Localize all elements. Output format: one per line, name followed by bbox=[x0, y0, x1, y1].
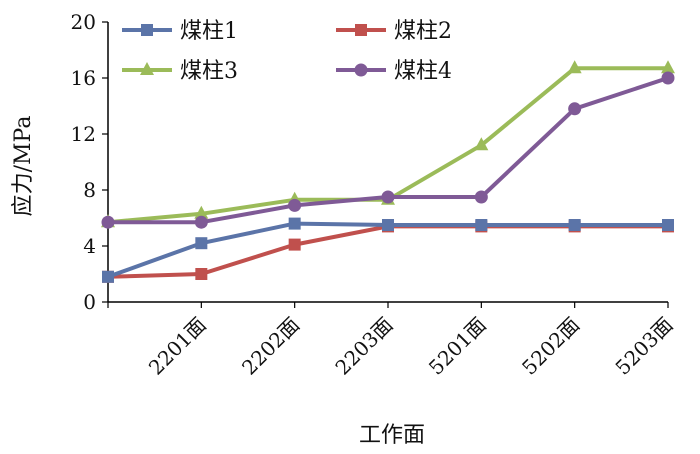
data-point bbox=[568, 219, 581, 231]
legend-label: 煤柱2 bbox=[394, 19, 452, 44]
x-tick-label: 2201面 bbox=[144, 313, 211, 380]
data-point bbox=[474, 190, 488, 204]
data-point bbox=[195, 237, 208, 250]
y-tick-label: 20 bbox=[71, 10, 96, 34]
y-tick-label: 8 bbox=[83, 178, 96, 202]
legend-item-4: 煤柱4 bbox=[336, 59, 452, 84]
data-point bbox=[474, 137, 489, 151]
series-4 bbox=[101, 71, 675, 229]
x-tick-label: 5201面 bbox=[424, 313, 491, 380]
data-point bbox=[661, 71, 675, 85]
x-tick-label: 5202面 bbox=[517, 313, 584, 380]
data-point bbox=[475, 219, 488, 231]
y-axis-ticks: 0 4 8 12 16 20 bbox=[71, 10, 108, 314]
series-line bbox=[107, 224, 668, 279]
data-point bbox=[102, 270, 114, 283]
data-point bbox=[194, 205, 209, 219]
y-tick-label: 4 bbox=[83, 234, 96, 258]
data-point bbox=[288, 238, 301, 251]
data-point bbox=[567, 60, 582, 74]
legend-swatch-marker bbox=[141, 24, 153, 36]
data-point bbox=[288, 217, 301, 230]
y-tick-label: 12 bbox=[71, 122, 96, 146]
y-tick-label: 16 bbox=[71, 66, 96, 90]
x-axis-ticks: 2201面 2202面 2203面 5201面 5202面 5203面 bbox=[107, 302, 678, 380]
data-point bbox=[101, 215, 115, 229]
data-point bbox=[381, 190, 395, 204]
series-group bbox=[101, 60, 675, 283]
data-point bbox=[661, 60, 675, 74]
legend-label: 煤柱4 bbox=[394, 59, 452, 84]
legend-item-3: 煤柱3 bbox=[122, 59, 238, 84]
y-axis-label: 应力/MPa bbox=[11, 116, 36, 217]
data-point bbox=[288, 198, 302, 212]
legend-swatch-marker bbox=[354, 63, 368, 77]
legend-item-1: 煤柱1 bbox=[122, 19, 238, 44]
data-point bbox=[195, 268, 208, 280]
x-tick-label: 2203面 bbox=[330, 313, 397, 380]
legend-item-2: 煤柱2 bbox=[336, 19, 452, 44]
data-point bbox=[194, 215, 208, 229]
legend-swatch-marker bbox=[140, 62, 154, 75]
legend-label: 煤柱1 bbox=[180, 19, 238, 44]
x-tick-label: 5203面 bbox=[610, 313, 677, 380]
x-tick-label: 2202面 bbox=[237, 313, 304, 380]
data-point bbox=[382, 219, 394, 231]
legend-swatch-marker bbox=[355, 24, 367, 36]
data-point bbox=[568, 102, 582, 116]
legend-label: 煤柱3 bbox=[180, 59, 238, 84]
data-point bbox=[662, 219, 674, 231]
legend: 煤柱1 煤柱2 煤柱3 煤柱4 bbox=[122, 19, 452, 84]
y-tick-label: 0 bbox=[83, 290, 96, 314]
x-axis-label: 工作面 bbox=[359, 423, 425, 448]
series-1 bbox=[102, 217, 674, 283]
